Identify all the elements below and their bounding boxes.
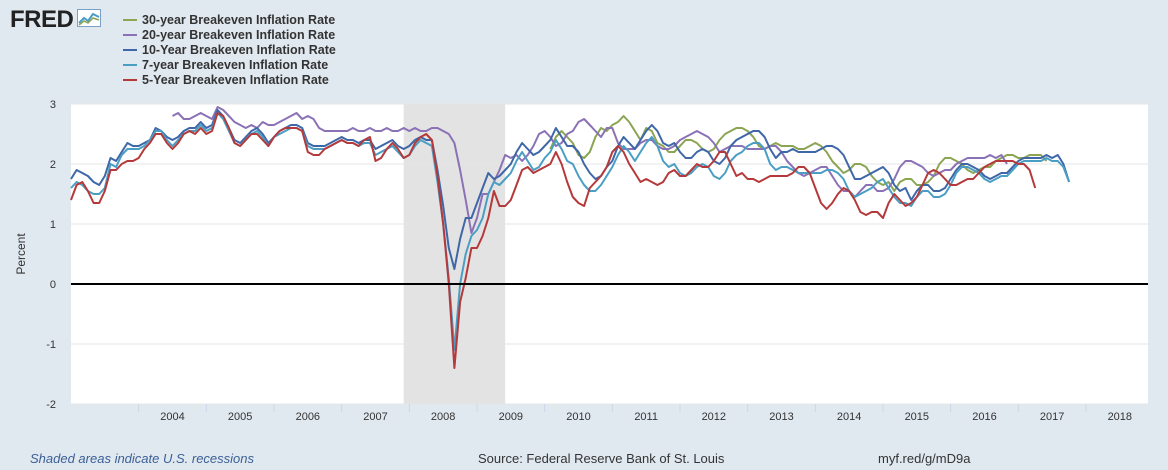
legend-label: 10-Year Breakeven Inflation Rate: [142, 42, 336, 57]
sparkline-icon: [77, 6, 102, 34]
legend-item[interactable]: 5-Year Breakeven Inflation Rate: [123, 72, 336, 87]
x-tick-label: 2017: [1040, 411, 1064, 423]
y-tick-label: -1: [46, 339, 56, 351]
recession-note[interactable]: Shaded areas indicate U.S. recessions: [30, 451, 255, 466]
legend-swatch: [123, 33, 137, 36]
legend-item[interactable]: 10-Year Breakeven Inflation Rate: [123, 42, 336, 57]
legend-label: 7-year Breakeven Inflation Rate: [142, 57, 329, 72]
x-tick-label: 2009: [499, 411, 523, 423]
legend-item[interactable]: 7-year Breakeven Inflation Rate: [123, 57, 336, 72]
fred-logo: FRED: [10, 6, 102, 34]
y-tick-label: 0: [50, 279, 56, 291]
x-tick-label: 2007: [363, 411, 387, 423]
legend-swatch: [123, 48, 137, 51]
series-line-2: [70, 109, 1071, 270]
legend-swatch: [123, 78, 137, 81]
chart-legend: 30-year Breakeven Inflation Rate 20-year …: [123, 12, 336, 87]
line-chart: -2 -1 0 1 2 3 2004 2005 2006 2007 2008 2009 2010 2011…: [14, 99, 1148, 423]
legend-swatch: [123, 18, 137, 21]
x-tick-label: 2018: [1108, 411, 1132, 423]
y-tick-label: -2: [46, 399, 56, 411]
source-note: Source: Federal Reserve Bank of St. Loui…: [478, 451, 725, 466]
x-tick-label: 2012: [702, 411, 726, 423]
y-tick-label: 2: [50, 159, 56, 171]
series-line-4: [70, 112, 1037, 369]
legend-item[interactable]: 20-year Breakeven Inflation Rate: [123, 27, 336, 42]
y-axis-label: Percent: [14, 233, 28, 275]
x-tick-label: 2008: [431, 411, 455, 423]
x-tick-label: 2011: [634, 411, 658, 423]
legend-label: 5-Year Breakeven Inflation Rate: [142, 72, 329, 87]
x-tick-label: 2006: [296, 411, 320, 423]
legend-label: 30-year Breakeven Inflation Rate: [142, 12, 336, 27]
x-tick-label: 2014: [837, 411, 861, 423]
logo-text: FRED: [10, 6, 74, 33]
plot-area: [71, 104, 1148, 404]
series-line-1: [172, 106, 1008, 234]
x-tick-label: 2013: [769, 411, 793, 423]
x-tick-label: 2004: [160, 411, 184, 423]
legend-label: 20-year Breakeven Inflation Rate: [142, 27, 336, 42]
y-tick-label: 1: [50, 219, 56, 231]
y-tick-label: 3: [50, 99, 56, 111]
short-link[interactable]: myf.red/g/mD9a: [878, 451, 971, 466]
x-tick-label: 2015: [905, 411, 929, 423]
legend-swatch: [123, 63, 137, 66]
legend-item[interactable]: 30-year Breakeven Inflation Rate: [123, 12, 336, 27]
x-tick-label: 2005: [228, 411, 252, 423]
x-tick-label: 2016: [972, 411, 996, 423]
x-tick-label: 2010: [566, 411, 590, 423]
